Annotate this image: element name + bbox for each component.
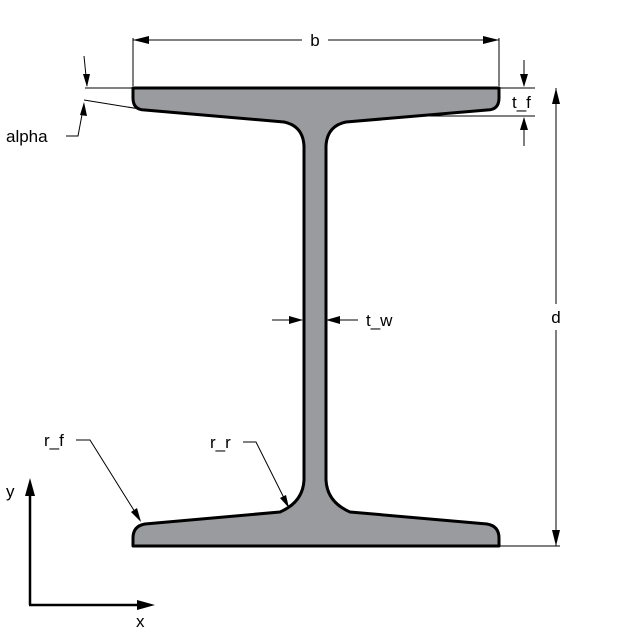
label-t-w: t_w	[366, 311, 393, 330]
label-r-f: r_f	[44, 431, 64, 450]
x-axis-arrow	[137, 600, 155, 610]
label-t-f: t_f	[512, 93, 531, 112]
dimension-t-w: t_w	[272, 311, 393, 330]
coordinate-axes: y x	[6, 478, 155, 631]
label-x-axis: x	[136, 612, 145, 631]
y-axis-arrow	[25, 478, 35, 496]
label-d: d	[551, 308, 560, 327]
leader-r-f: r_f	[44, 431, 141, 522]
label-alpha: alpha	[6, 127, 48, 146]
label-r-r: r_r	[210, 433, 231, 452]
dimension-d: d	[500, 88, 561, 546]
label-y-axis: y	[6, 482, 15, 501]
label-b: b	[310, 31, 319, 50]
dimension-alpha: alpha	[6, 56, 146, 146]
i-beam-section	[133, 88, 499, 546]
leader-r-r: r_r	[210, 433, 289, 508]
dimension-b: b	[133, 31, 499, 86]
